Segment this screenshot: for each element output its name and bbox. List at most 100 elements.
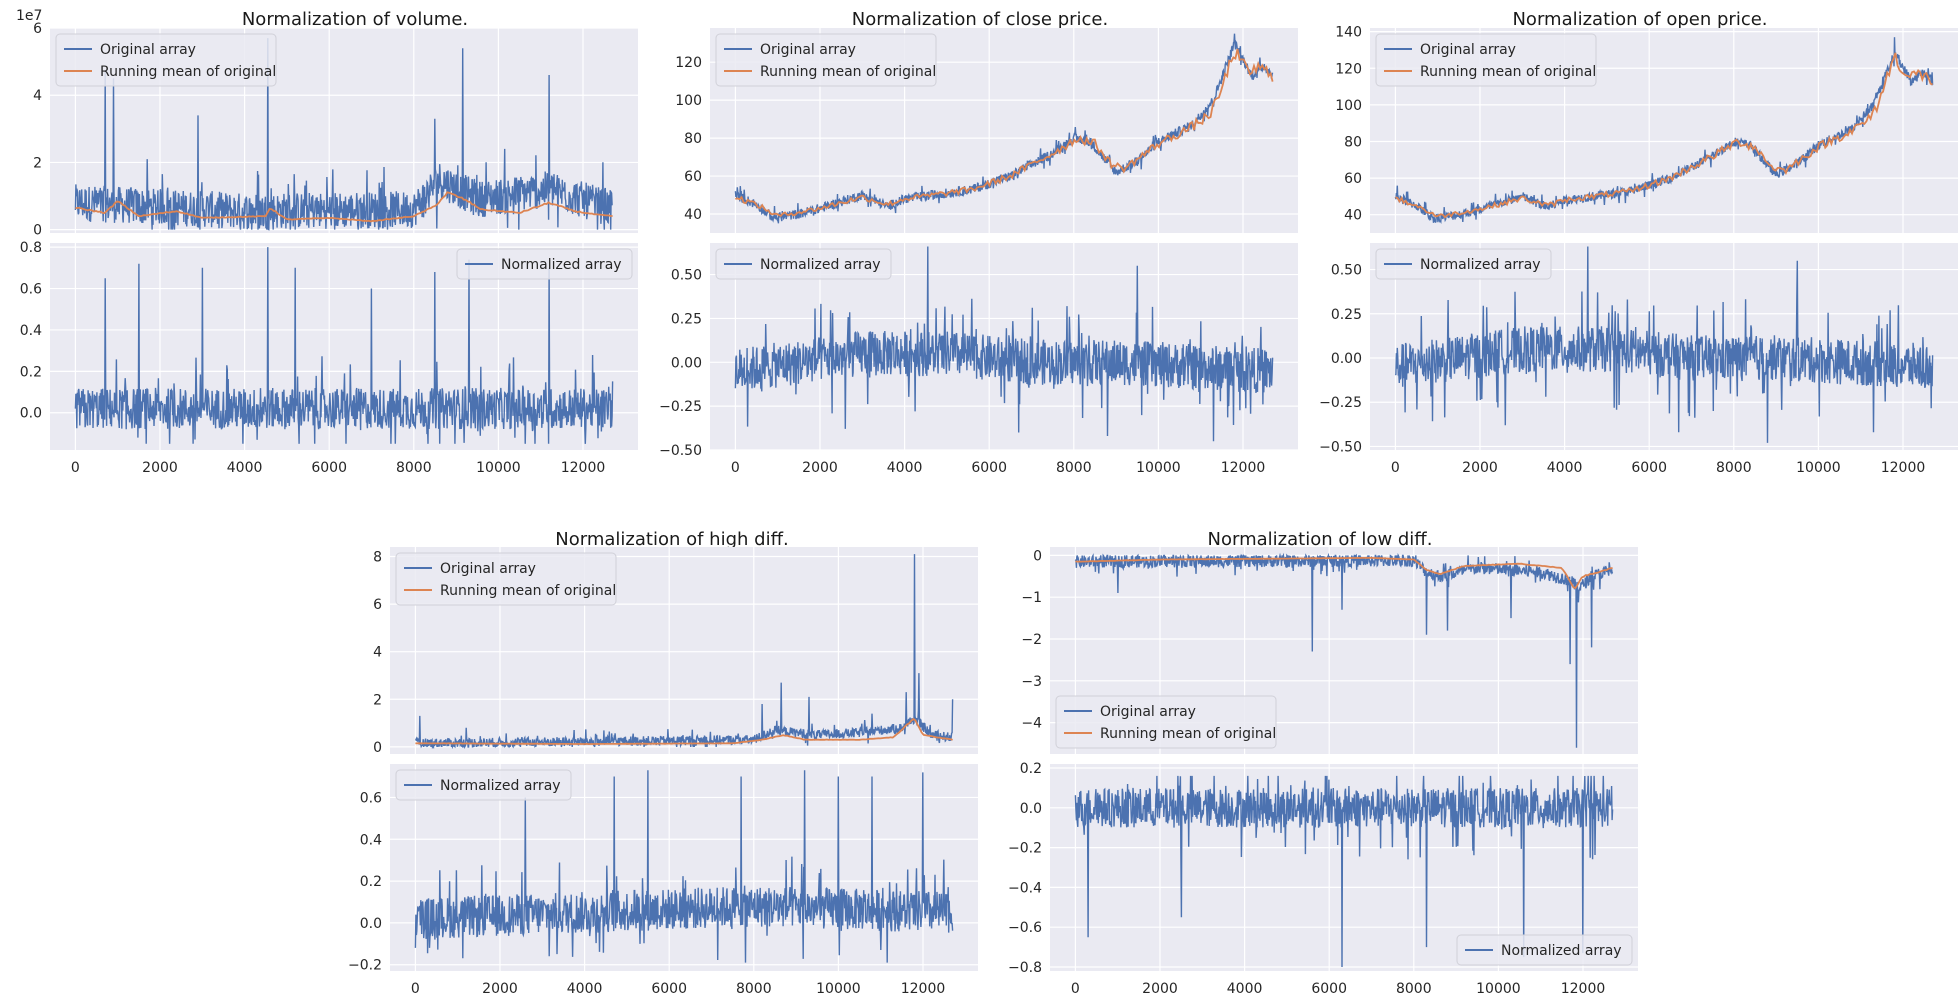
legend-label: Normalized array [1420, 257, 1541, 273]
chart-low_diff-top-panel: −4 −3 −2 −1 0 Original array Running mean of o… [1021, 547, 1638, 754]
x-tick-label: 6000 [971, 460, 1007, 476]
y-tick-label: 0.4 [360, 832, 382, 848]
legend-label: Original array [760, 42, 856, 58]
series-line-0 [1394, 246, 1934, 443]
series-line-0 [414, 554, 954, 750]
legend-label: Normalized array [760, 257, 881, 273]
y-tick-label: 4 [33, 88, 42, 104]
y-tick-label: 0.25 [671, 311, 702, 327]
y-axis-multiplier: 1e7 [16, 8, 42, 24]
series-line-1 [415, 717, 953, 746]
series-line-0 [74, 38, 613, 231]
chart-close-bottom-panel: −0.50 −0.25 0.00 0.25 0.50 Normalized array 0 2… [659, 243, 1298, 476]
y-tick-label: 6 [373, 597, 382, 613]
y-tick-label: 6 [33, 21, 42, 37]
legend-box [55, 33, 277, 87]
x-tick-label: 10000 [816, 981, 861, 997]
y-tick-label: 80 [684, 131, 702, 147]
chart-open-bottom-panel: −0.50 −0.25 0.00 0.25 0.50 Normalized array 0 2… [1319, 243, 1958, 476]
legend: Normalized array [1375, 248, 1552, 280]
y-tick-label: −0.25 [1319, 395, 1362, 411]
y-tick-label: 0.4 [20, 323, 42, 339]
x-tick-label: 4000 [887, 460, 923, 476]
legend: Original array Running mean of original [395, 552, 617, 606]
y-tick-label: 0.6 [360, 790, 382, 806]
legend-box [715, 33, 937, 87]
y-tick-label: 40 [1344, 208, 1362, 224]
x-tick-label: 2000 [1462, 460, 1498, 476]
y-tick-label: 8 [373, 550, 382, 566]
series-line-1 [1075, 556, 1613, 590]
chart-title: Normalization of open price. [1512, 9, 1767, 30]
legend: Original array Running mean of original [55, 33, 277, 87]
series-line-0 [414, 770, 954, 963]
x-tick-label: 10000 [1136, 460, 1181, 476]
y-tick-label: −0.8 [1008, 960, 1042, 976]
y-tick-label: 40 [684, 207, 702, 223]
y-tick-label: −0.4 [1008, 880, 1042, 896]
x-tick-label: 0 [71, 460, 80, 476]
legend-label: Normalized array [501, 257, 622, 273]
legend-box [1375, 33, 1597, 87]
x-tick-label: 6000 [1311, 981, 1347, 997]
y-tick-label: 0.0 [20, 406, 42, 422]
legend-label: Normalized array [1501, 943, 1622, 959]
x-tick-label: 4000 [227, 460, 263, 476]
series-line-1 [735, 48, 1274, 217]
y-tick-label: 60 [684, 169, 702, 185]
legend-label: Running mean of original [100, 64, 276, 80]
chart-volume-bottom-panel: 0.0 0.2 0.4 0.6 0.8 Normalized array 0 2000 4000… [20, 240, 638, 476]
chart-title: Normalization of volume. [242, 9, 468, 30]
y-tick-label: 0 [1033, 548, 1042, 564]
legend: Original array Running mean of original [1055, 695, 1277, 749]
y-tick-label: 100 [675, 93, 702, 109]
y-tick-label: −1 [1021, 590, 1042, 606]
y-tick-label: −0.50 [659, 443, 702, 459]
y-tick-label: −0.2 [1008, 841, 1042, 857]
chart-low_diff-bottom-panel: −0.8 −0.6 −0.4 −0.2 0.0 0.2 Normalized array 0 2… [1008, 761, 1638, 997]
y-tick-label: 4 [373, 645, 382, 661]
legend: Original array Running mean of original [715, 33, 937, 87]
x-tick-label: 8000 [1716, 460, 1752, 476]
x-tick-label: 2000 [142, 460, 178, 476]
y-tick-label: 140 [1335, 25, 1362, 41]
legend: Normalized array [1456, 934, 1633, 966]
x-tick-label: 8000 [396, 460, 432, 476]
chart-title: Normalization of low diff. [1208, 529, 1433, 550]
x-tick-label: 2000 [1142, 981, 1178, 997]
y-tick-label: 0.50 [671, 268, 702, 284]
legend-box [456, 248, 633, 280]
x-tick-label: 0 [731, 460, 740, 476]
legend-box [395, 552, 617, 606]
legend: Original array Running mean of original [1375, 33, 1597, 87]
x-tick-label: 10000 [476, 460, 521, 476]
y-tick-label: 0 [373, 740, 382, 756]
series-line-0 [74, 247, 614, 444]
y-tick-label: 0.25 [1331, 307, 1362, 323]
x-tick-label: 4000 [1547, 460, 1583, 476]
y-tick-label: 0.2 [1020, 761, 1042, 777]
chart-title: Normalization of high diff. [555, 529, 788, 550]
legend-box [395, 769, 572, 801]
chart-title: Normalization of close price. [852, 9, 1108, 30]
x-tick-label: 4000 [567, 981, 603, 997]
x-tick-label: 12000 [901, 981, 946, 997]
x-tick-label: 10000 [1476, 981, 1521, 997]
y-tick-label: 60 [1344, 171, 1362, 187]
series-line-1 [1395, 52, 1933, 219]
series-line-0 [734, 246, 1274, 442]
legend-label: Running mean of original [1100, 726, 1276, 742]
y-tick-label: 120 [675, 55, 702, 71]
x-tick-label: 6000 [651, 981, 687, 997]
y-tick-label: 120 [1335, 61, 1362, 77]
y-tick-label: 80 [1344, 134, 1362, 150]
chart-high_diff-bottom-panel: −0.2 0.0 0.2 0.4 0.6 Normalized array 0 2000 400… [348, 764, 978, 997]
y-tick-label: 0 [33, 223, 42, 239]
legend: Normalized array [715, 248, 892, 280]
x-tick-label: 0 [1071, 981, 1080, 997]
x-tick-label: 12000 [561, 460, 606, 476]
x-tick-label: 6000 [311, 460, 347, 476]
legend-label: Running mean of original [1420, 64, 1596, 80]
